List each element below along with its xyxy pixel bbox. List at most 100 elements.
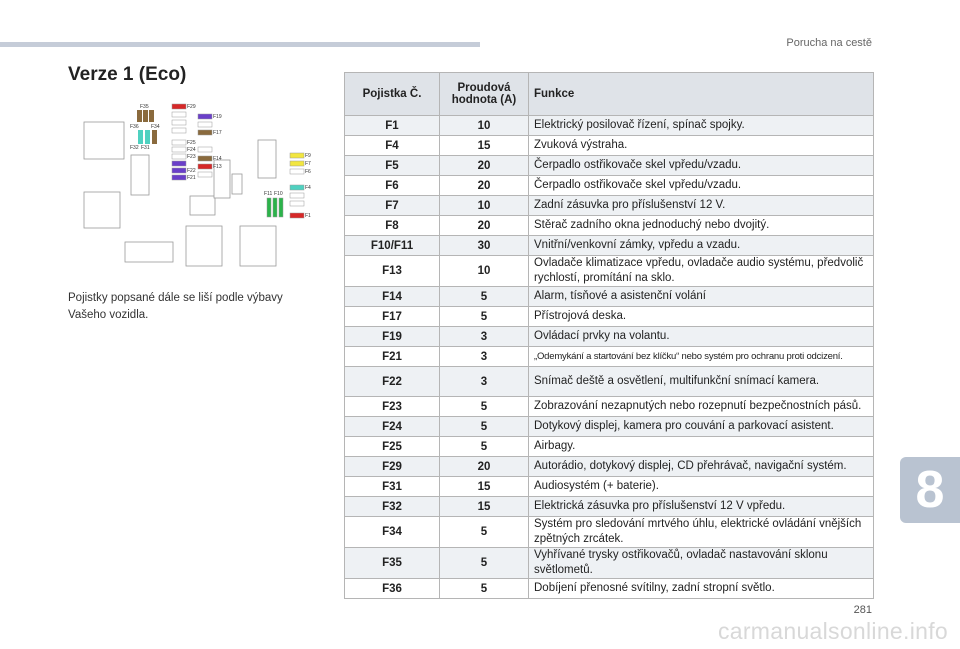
table-row: F31 15 Audiosystém (+ baterie). [344, 476, 874, 497]
function-cell: Dotykový displej, kamera pro couvání a p… [528, 416, 874, 437]
svg-text:F22: F22 [187, 168, 196, 174]
function-cell: Zadní zásuvka pro příslušenství 12 V. [528, 195, 874, 216]
amperage-cell: 20 [439, 215, 529, 236]
table-row: F14 5 Alarm, tísňové a asistenční volání [344, 286, 874, 307]
amperage-cell: 5 [439, 516, 529, 548]
table-row: F1 10 Elektrický posilovač řízení, spínač … [344, 115, 874, 136]
amperage-cell: 5 [439, 547, 529, 579]
svg-text:F10: F10 [274, 191, 283, 197]
function-cell: Snímač deště a osvětlení, multifunkční s… [528, 366, 874, 397]
table-row: F17 5 Přístrojová deska. [344, 306, 874, 327]
page-number: 281 [853, 604, 872, 616]
amperage-cell: 5 [439, 416, 529, 437]
table-header-row: Pojistka Č. Proudová hodnota (A) Funkce [344, 72, 874, 116]
watermark: carmanualsonline.info [717, 618, 948, 644]
fuse-cell: F29 [344, 456, 440, 477]
header-function: Funkce [528, 72, 874, 116]
svg-text:F7: F7 [305, 161, 311, 167]
svg-text:F36: F36 [130, 124, 139, 130]
svg-text:F25: F25 [187, 140, 196, 146]
amperage-cell: 5 [439, 306, 529, 327]
function-cell: Ovládací prvky na volantu. [528, 326, 874, 347]
amperage-cell: 5 [439, 286, 529, 307]
amperage-cell: 10 [439, 115, 529, 136]
fuse-labels: F35 F36 F34 F32 F31 F29 F19 F17 F25 F24 … [130, 104, 311, 219]
svg-text:F35: F35 [140, 104, 149, 110]
function-cell: Dobíjení přenosné svítilny, zadní stropn… [528, 578, 874, 599]
chapter-running-head: Porucha na cestě [786, 37, 872, 49]
function-cell: Elektrická zásuvka pro příslušenství 12 … [528, 496, 874, 517]
svg-text:F17: F17 [213, 130, 222, 136]
fuse-cell: F21 [344, 346, 440, 367]
amperage-cell: 10 [439, 255, 529, 287]
amperage-cell: 15 [439, 496, 529, 517]
function-cell: Ovladače klimatizace vpředu, ovladače au… [528, 255, 874, 287]
table-row: F25 5 Airbagy. [344, 436, 874, 457]
intro-paragraph: Pojistky popsané dále se liší podle výba… [68, 292, 283, 321]
function-cell: Vnitřní/venkovní zámky, vpředu a vzadu. [528, 235, 874, 256]
amperage-cell: 3 [439, 366, 529, 397]
fuse-cell: F25 [344, 436, 440, 457]
amperage-cell: 5 [439, 396, 529, 417]
amperage-cell: 30 [439, 235, 529, 256]
fuse-cell: F23 [344, 396, 440, 417]
svg-text:F13: F13 [213, 164, 222, 170]
fuse-cell: F13 [344, 255, 440, 287]
table-row: F8 20 Stěrač zadního okna jednoduchý nebo … [344, 215, 874, 236]
fuse-cell: F31 [344, 476, 440, 497]
right-fuse-column [266, 152, 305, 219]
amperage-cell: 5 [439, 436, 529, 457]
function-cell: Autorádio, dotykový displej, CD přehráva… [528, 456, 874, 477]
svg-text:F19: F19 [213, 114, 222, 120]
function-cell: Stěrač zadního okna jednoduchý nebo dvoj… [528, 215, 874, 236]
function-cell: Elektrický posilovač řízení, spínač spoj… [528, 115, 874, 136]
fuse-cell: F24 [344, 416, 440, 437]
svg-text:F14: F14 [213, 156, 222, 162]
svg-text:F11: F11 [264, 191, 272, 197]
function-cell: „Odemykání a startování bez klíčku“ nebo… [528, 346, 874, 367]
table-row: F24 5 Dotykový displej, kamera pro couvání… [344, 416, 874, 437]
table-row: F19 3 Ovládací prvky na volantu. [344, 326, 874, 347]
amperage-cell: 20 [439, 175, 529, 196]
table-row: F29 20 Autorádio, dotykový displej, CD pře… [344, 456, 874, 477]
table-row: F7 10 Zadní zásuvka pro příslušenství 12 V… [344, 195, 874, 216]
section-title: Verze 1 (Eco) [68, 64, 187, 85]
fuse-cell: F36 [344, 578, 440, 599]
fuse-cell: F22 [344, 366, 440, 397]
amperage-cell: 15 [439, 135, 529, 156]
fuse-cell: F17 [344, 306, 440, 327]
table-row: F35 5 Vyhřívané trysky ostřikovačů, ovlada… [344, 547, 874, 579]
fuse-table: Pojistka Č. Proudová hodnota (A) Funkce … [344, 72, 874, 599]
center-fuse-column [171, 103, 213, 181]
fuse-cell: F10/F11 [344, 235, 440, 256]
fuse-cell: F6 [344, 175, 440, 196]
amperage-cell: 20 [439, 155, 529, 176]
fuse-table-body: F1 10 Elektrický posilovač řízení, spínač … [344, 115, 874, 599]
amperage-cell: 3 [439, 346, 529, 367]
function-cell: Čerpadlo ostřikovače skel vpředu/vzadu. [528, 155, 874, 176]
function-cell: Audiosystém (+ baterie). [528, 476, 874, 497]
table-row: F5 20 Čerpadlo ostřikovače skel vpředu/vza… [344, 155, 874, 176]
svg-text:F24: F24 [187, 147, 196, 153]
fuse-cell: F8 [344, 215, 440, 236]
table-row: F22 3 Snímač deště a osvětlení, multifunkč… [344, 366, 874, 397]
table-row: F36 5 Dobíjení přenosné svítilny, zadní st… [344, 578, 874, 599]
function-cell: Přístrojová deska. [528, 306, 874, 327]
table-row: F34 5 Systém pro sledování mrtvého úhlu, e… [344, 516, 874, 548]
fuse-box-diagram: F35 F36 F34 F32 F31 F29 F19 F17 F25 F24 … [83, 103, 311, 267]
fuse-cell: F19 [344, 326, 440, 347]
header-fuse: Pojistka Č. [344, 72, 440, 116]
fuse-cell: F32 [344, 496, 440, 517]
fuse-cell: F5 [344, 155, 440, 176]
fuse-cell: F4 [344, 135, 440, 156]
top-accent-bar [0, 42, 480, 47]
table-row: F10/F11 30 Vnitřní/venkovní zámky, vpředu … [344, 235, 874, 256]
svg-text:F31: F31 [141, 145, 150, 151]
table-row: F13 10 Ovladače klimatizace vpředu, ovlada… [344, 255, 874, 287]
table-row: F6 20 Čerpadlo ostřikovače skel vpředu/vza… [344, 175, 874, 196]
svg-text:F23: F23 [187, 154, 196, 160]
amperage-cell: 15 [439, 476, 529, 497]
svg-text:F32: F32 [130, 145, 139, 151]
fuse-cell: F7 [344, 195, 440, 216]
chapter-tab: 8 [900, 457, 960, 523]
